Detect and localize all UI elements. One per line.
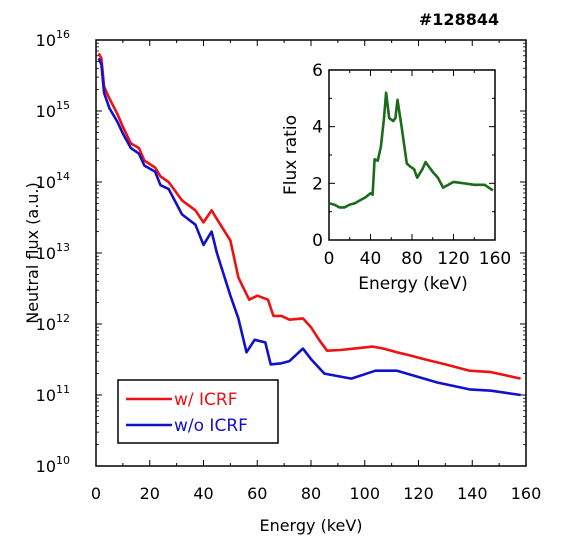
shot-label: #128844 bbox=[419, 10, 499, 29]
inset-y-axis-label: Flux ratio bbox=[281, 115, 301, 195]
main-y-tick-base: 10 bbox=[36, 31, 56, 50]
inset-x-axis-label: Energy (keV) bbox=[358, 274, 468, 294]
main-x-tick-label: 20 bbox=[140, 484, 160, 503]
main-x-tick-label: 100 bbox=[349, 484, 380, 503]
main-y-tick-exponent: 14 bbox=[56, 170, 70, 183]
legend-label: w/o ICRF bbox=[174, 416, 248, 436]
legend-label: w/ ICRF bbox=[174, 390, 238, 410]
main-y-tick-label: 1014 bbox=[36, 170, 70, 192]
legend-box bbox=[117, 379, 279, 444]
main-y-tick-exponent: 16 bbox=[56, 28, 70, 41]
main-x-tick-label: 60 bbox=[247, 484, 267, 503]
inset-x-tick-label: 120 bbox=[437, 249, 469, 269]
inset-x-tick-label: 0 bbox=[324, 249, 335, 269]
inset-plot-frame bbox=[328, 69, 496, 241]
main-x-tick-label: 80 bbox=[301, 484, 321, 503]
main-y-tick-base: 10 bbox=[36, 457, 56, 476]
inset-axes-ticks bbox=[328, 69, 496, 241]
inset-x-tick-label: 160 bbox=[479, 249, 511, 269]
main-y-tick-exponent: 13 bbox=[56, 241, 70, 254]
main-y-tick-exponent: 12 bbox=[56, 312, 70, 325]
main-x-axis-label: Energy (keV) bbox=[259, 516, 362, 535]
inset-x-tick-label: 80 bbox=[401, 249, 423, 269]
main-x-tick-label: 0 bbox=[91, 484, 101, 503]
inset-y-tick-labels: 0 2 4 6 bbox=[312, 61, 323, 251]
main-y-tick-label: 1015 bbox=[36, 99, 70, 121]
main-x-tick-label: 160 bbox=[511, 484, 542, 503]
main-axes-ticks bbox=[95, 39, 527, 467]
main-y-tick-base: 10 bbox=[36, 386, 56, 405]
legend: w/ ICRF w/o ICRF bbox=[126, 390, 248, 436]
main-y-tick-label: 1012 bbox=[36, 312, 70, 334]
main-y-tick-label: 1010 bbox=[36, 454, 70, 476]
series-line-flux-ratio bbox=[328, 91, 494, 209]
main-y-tick-exponent: 11 bbox=[56, 383, 70, 396]
main-x-tick-label: 140 bbox=[457, 484, 488, 503]
inset-y-tick-label: 2 bbox=[312, 174, 323, 194]
main-x-tick-label: 120 bbox=[403, 484, 434, 503]
main-x-tick-labels: 0 20 40 60 80 100 120 140 160 bbox=[91, 484, 541, 503]
main-y-tick-base: 10 bbox=[36, 173, 56, 192]
main-y-tick-label: 1016 bbox=[36, 28, 70, 50]
inset-series-line bbox=[328, 91, 494, 209]
series-line-wo-icrf bbox=[97, 57, 521, 397]
series-line-w-icrf bbox=[97, 52, 521, 380]
main-y-tick-base: 10 bbox=[36, 315, 56, 334]
main-series-lines bbox=[97, 52, 521, 397]
inset-x-tick-label: 40 bbox=[360, 249, 382, 269]
inset-x-tick-labels: 0 40 80 120 160 bbox=[324, 249, 512, 269]
main-x-tick-label: 40 bbox=[193, 484, 213, 503]
main-y-tick-label: 1011 bbox=[36, 383, 70, 405]
main-y-axis-label: Neutral flux (a.u.) bbox=[23, 182, 42, 324]
main-y-tick-base: 10 bbox=[36, 244, 56, 263]
inset-y-tick-label: 6 bbox=[312, 61, 323, 81]
inset-y-tick-label: 0 bbox=[312, 231, 323, 251]
main-y-tick-exponent: 15 bbox=[56, 99, 70, 112]
main-y-tick-label: 1013 bbox=[36, 241, 70, 263]
main-y-tick-base: 10 bbox=[36, 102, 56, 121]
main-y-tick-exponent: 10 bbox=[56, 454, 70, 467]
inset-y-tick-label: 4 bbox=[312, 118, 323, 138]
